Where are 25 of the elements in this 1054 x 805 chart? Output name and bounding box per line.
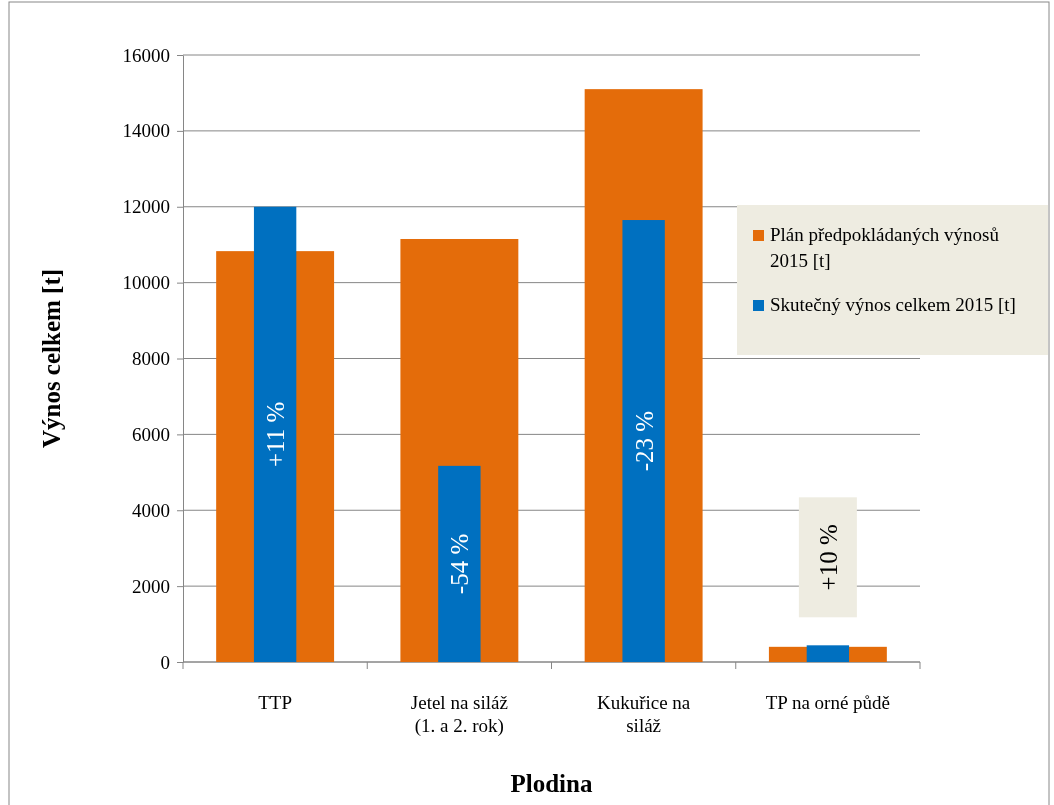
- annotation: -23 %: [630, 410, 658, 472]
- x-tick-label: Jetel na siláž (1. a 2. rok): [410, 692, 508, 737]
- x-tick-label: TTP: [258, 692, 293, 713]
- y-tick-label: 14000: [122, 120, 170, 142]
- y-axis-title: Výnos celkem [t]: [38, 268, 65, 449]
- x-tick-label: Kukuřice na siláž: [596, 692, 691, 736]
- y-tick-label: 8000: [132, 348, 170, 370]
- y-tick-label: 2000: [132, 575, 170, 597]
- y-tick-label: 12000: [122, 196, 170, 218]
- y-tick-label: 4000: [132, 499, 170, 521]
- annotation: +11 %: [262, 401, 290, 467]
- bar: [438, 465, 481, 662]
- x-tick-label: TP na orné půdě: [765, 692, 891, 713]
- legend-label: Plán předpokládaných výnosů 2015 [t]: [770, 224, 1000, 271]
- x-axis-title: Plodina: [510, 770, 593, 797]
- y-tick-label: 0: [160, 651, 170, 673]
- annotation: -54 %: [446, 533, 474, 595]
- bar: [622, 220, 665, 662]
- legend-label: Skutečný výnos celkem 2015 [t]: [770, 294, 1016, 315]
- bar: [806, 645, 850, 662]
- y-tick-label: 16000: [122, 44, 170, 66]
- bar: [253, 206, 297, 662]
- y-tick-label: 10000: [122, 272, 170, 294]
- annotation: +10 %: [814, 524, 842, 591]
- y-tick-label: 6000: [132, 423, 170, 445]
